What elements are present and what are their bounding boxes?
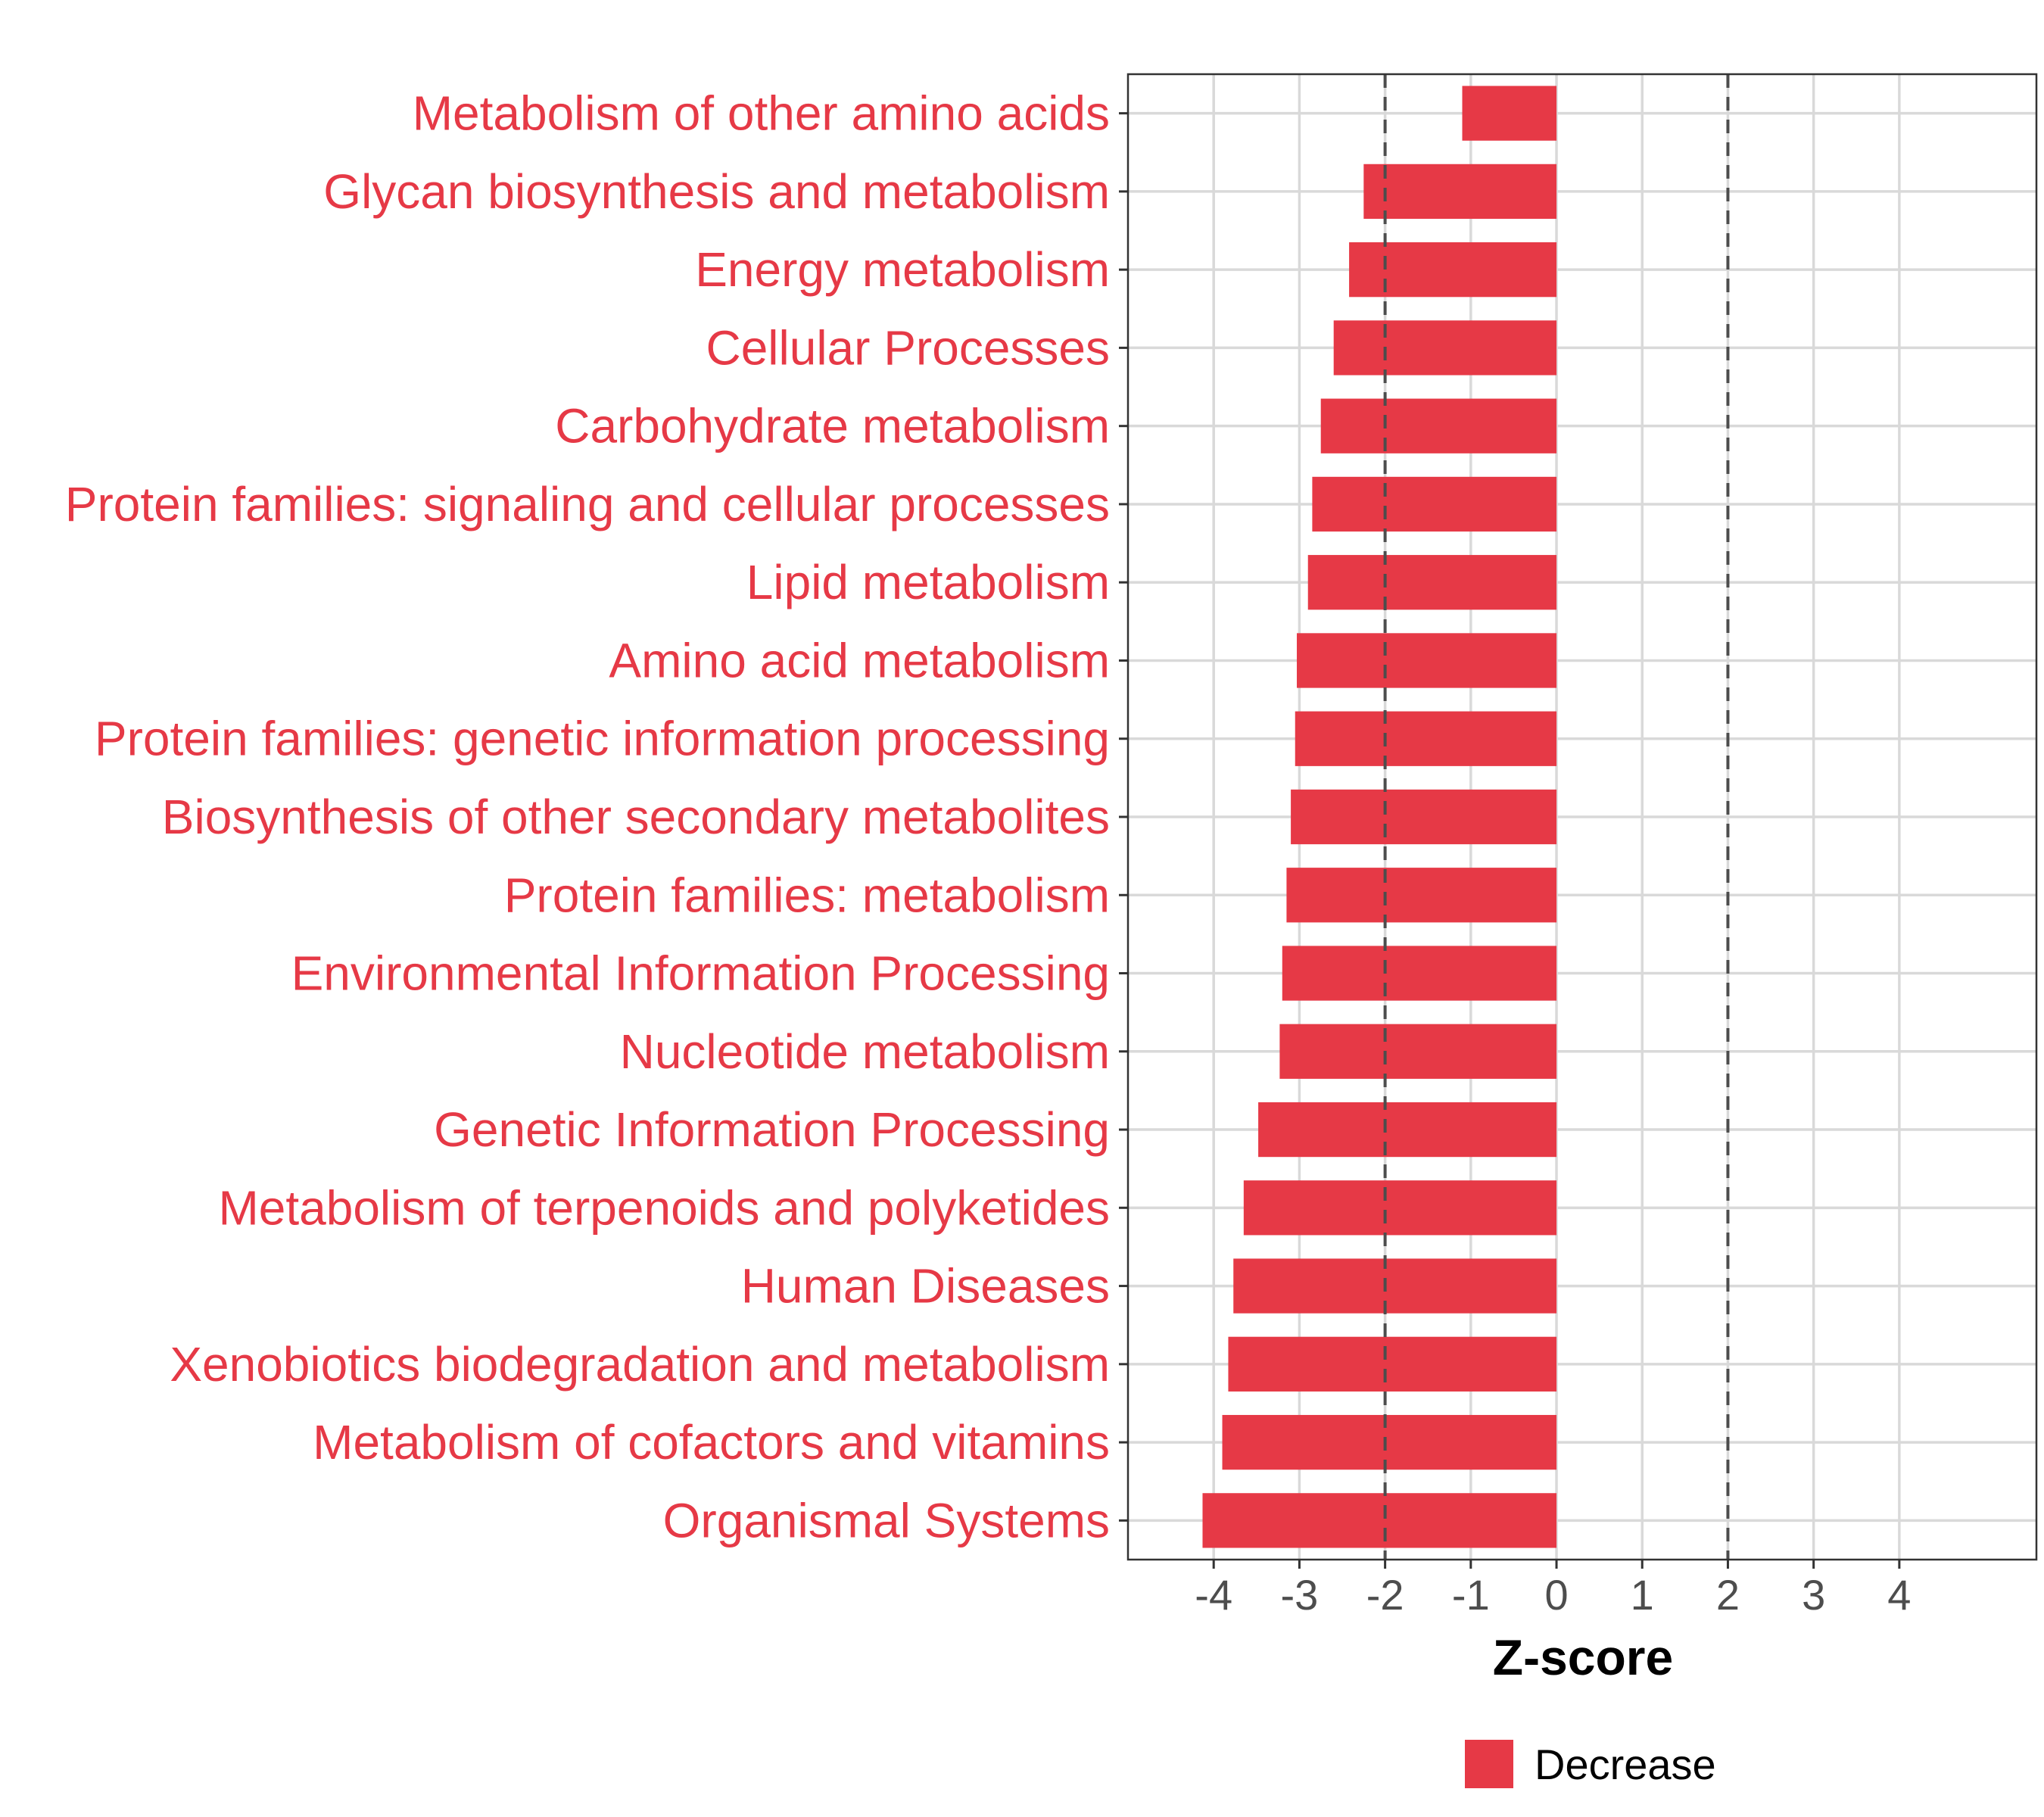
bar [1222,1414,1557,1470]
x-tick-label: -1 [1452,1571,1490,1619]
category-label: Human Diseases [741,1259,1110,1314]
bar [1333,320,1557,376]
bar [1312,476,1557,532]
x-tick-label: -4 [1195,1571,1232,1619]
bar [1202,1493,1557,1548]
category-label: Carbohydrate metabolism [555,399,1110,453]
category-label: Protein families: genetic information pr… [95,712,1110,766]
category-label: Genetic Information Processing [434,1102,1110,1157]
x-tick-label: -3 [1281,1571,1319,1619]
category-label: Organismal Systems [663,1493,1110,1547]
bar [1349,242,1557,298]
bar [1307,555,1557,610]
bar [1286,868,1557,923]
bar [1258,1102,1557,1158]
bar [1462,86,1557,141]
category-label: Metabolism of other amino acids [413,86,1110,141]
bar [1279,1024,1557,1079]
x-tick-label: 3 [1802,1571,1825,1619]
category-label: Lipid metabolism [746,555,1110,609]
reference-lines [1383,74,1730,1560]
x-tick-label: 0 [1544,1571,1568,1619]
bar [1297,633,1557,688]
x-tick-label: 4 [1887,1571,1911,1619]
category-label: Metabolism of cofactors and vitamins [313,1415,1110,1469]
x-axis-title: Z-score [1493,1629,1673,1685]
legend-label-decrease: Decrease [1535,1741,1716,1788]
bar [1228,1336,1557,1392]
category-label: Environmental Information Processing [291,946,1110,1001]
category-label: Protein families: signaling and cellular… [65,477,1110,531]
bar [1295,711,1557,766]
category-label: Biosynthesis of other secondary metaboli… [162,790,1110,844]
bar [1282,946,1557,1001]
category-label: Amino acid metabolism [609,633,1110,687]
x-tick-label: 1 [1631,1571,1654,1619]
category-label: Protein families: metabolism [504,868,1110,922]
bar [1243,1180,1557,1236]
category-label: Energy metabolism [695,242,1110,297]
category-label: Glycan biosynthesis and metabolism [323,164,1110,219]
y-axis: Metabolism of other amino acids Glycan bi… [65,86,1128,1547]
x-tick-label: -2 [1366,1571,1404,1619]
legend: Decrease [1465,1740,1716,1788]
bar [1363,164,1557,220]
legend-swatch-decrease [1465,1740,1513,1788]
category-label: Nucleotide metabolism [620,1024,1110,1079]
category-label: Cellular Processes [706,320,1110,375]
category-label: Xenobiotics biodegradation and metabolis… [170,1337,1110,1392]
x-axis: -4 -3 -2 -1 0 1 2 3 4 [1195,1560,1911,1619]
category-label: Metabolism of terpenoids and polyketides [218,1180,1110,1235]
bar [1233,1258,1557,1314]
bar [1320,398,1557,453]
bar [1291,789,1557,845]
x-tick-label: 2 [1716,1571,1740,1619]
